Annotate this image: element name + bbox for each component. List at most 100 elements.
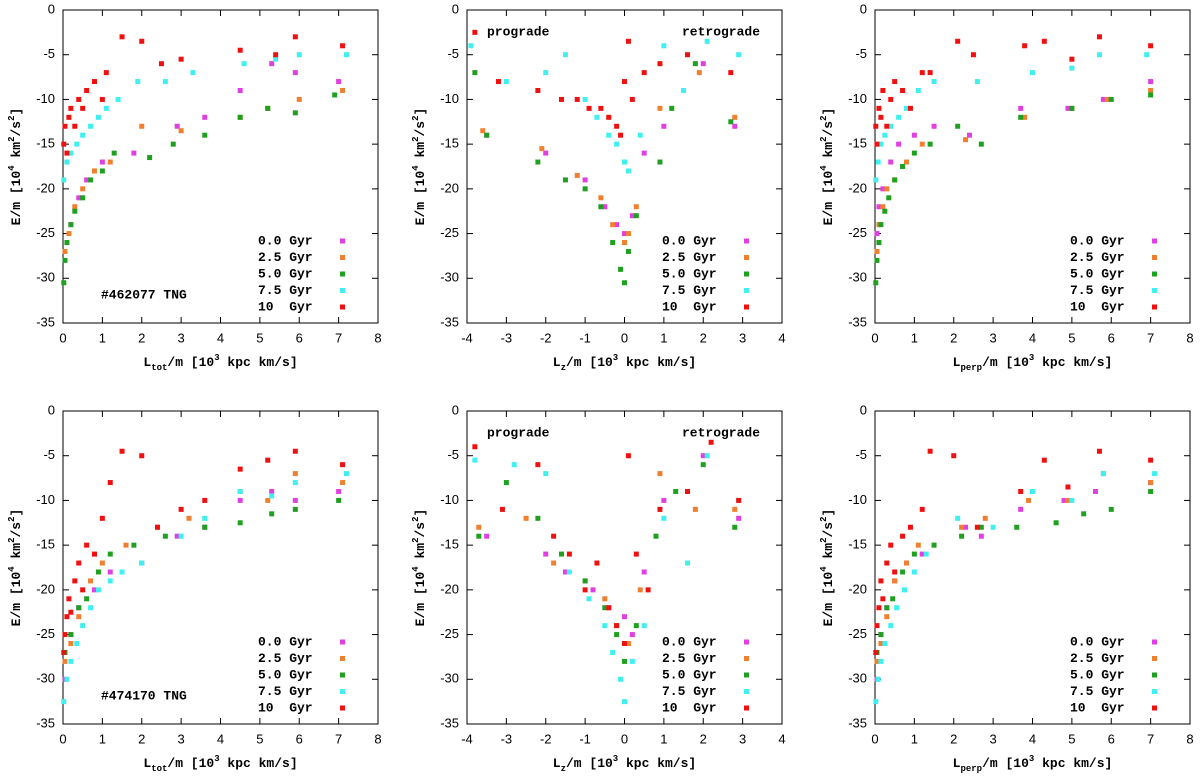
point <box>562 177 568 183</box>
point <box>107 551 113 557</box>
x-tick-label: 3 <box>178 330 185 345</box>
point <box>92 168 97 174</box>
point <box>62 658 68 664</box>
point <box>896 114 902 120</box>
x-tick-label: 0 <box>621 330 628 345</box>
axis-label: E/m [104 km2/s2] <box>7 509 24 627</box>
legend-label: 2.5 Gyr <box>258 651 313 666</box>
point <box>68 641 74 647</box>
point <box>873 280 879 286</box>
point <box>139 560 145 566</box>
x-tick-label: -4 <box>461 330 473 345</box>
axis-label-part: /m [10 <box>982 756 1029 771</box>
point <box>904 105 909 111</box>
point <box>625 168 631 174</box>
point <box>1096 52 1102 58</box>
point <box>273 56 279 62</box>
point <box>1104 96 1110 102</box>
legend-label: 2.5 Gyr <box>1070 250 1125 265</box>
y-tick-label: -5 <box>447 447 459 462</box>
legend-label: 0.0 Gyr <box>662 233 717 248</box>
point <box>1030 488 1035 494</box>
x-tick-label: 8 <box>374 330 381 345</box>
point <box>633 623 639 629</box>
axis-label-part: /m [10 <box>566 355 613 370</box>
point <box>472 29 478 35</box>
point <box>84 177 90 183</box>
point <box>202 132 208 138</box>
x-tick-label: 7 <box>1147 731 1154 746</box>
point <box>76 614 82 620</box>
axis-label-part: /s <box>821 121 836 137</box>
axis-label-part: kpc km/s] <box>220 756 298 771</box>
point <box>990 524 996 530</box>
axis-label-part: tot <box>151 363 167 373</box>
point <box>728 70 734 76</box>
point <box>582 578 588 584</box>
point <box>115 96 121 102</box>
legend-label: 5.0 Gyr <box>258 266 313 281</box>
legend-swatch <box>340 238 345 244</box>
point <box>582 96 588 102</box>
point <box>874 141 880 147</box>
point <box>967 132 972 138</box>
legend-swatch <box>340 672 345 678</box>
point <box>602 623 608 629</box>
point <box>598 105 604 111</box>
point <box>64 240 70 246</box>
point <box>622 240 627 246</box>
point <box>574 172 580 178</box>
point <box>951 453 957 459</box>
point <box>484 533 490 539</box>
legend-label: 2.5 Gyr <box>1070 651 1125 666</box>
point <box>559 551 564 557</box>
point <box>84 542 90 548</box>
point <box>111 150 117 156</box>
legend-label: 7.5 Gyr <box>258 283 313 298</box>
point <box>692 61 698 67</box>
axis-label-part: 2 <box>411 115 421 120</box>
point <box>633 204 639 210</box>
y-tick-label: -20 <box>36 180 55 195</box>
x-tick-label: 0 <box>59 731 66 746</box>
point <box>594 114 600 120</box>
axis-label: Lperp/m [103 kpc km/s] <box>953 754 1113 774</box>
point <box>602 596 608 602</box>
point <box>882 208 888 214</box>
point <box>884 186 890 192</box>
point <box>80 195 86 201</box>
point <box>685 488 690 494</box>
axis-label-part: 3 <box>214 353 219 363</box>
point <box>696 70 702 76</box>
point <box>704 38 710 44</box>
point <box>80 587 86 593</box>
point <box>622 280 627 286</box>
point <box>92 79 97 85</box>
point <box>974 79 980 85</box>
point <box>884 605 890 611</box>
point <box>237 466 243 472</box>
point <box>878 578 884 584</box>
point <box>602 605 608 611</box>
plot-frame <box>874 410 1191 725</box>
point <box>907 105 913 111</box>
point <box>99 168 105 174</box>
point <box>732 123 738 129</box>
point <box>873 177 879 183</box>
legend-label: 2.5 Gyr <box>258 250 313 265</box>
point <box>95 569 101 575</box>
point <box>907 524 913 530</box>
axis-label-part: 3 <box>1029 754 1034 764</box>
axis-label-part: 4 <box>411 566 421 572</box>
point <box>673 488 679 494</box>
point <box>931 79 937 85</box>
axis-label-part: kpc km/s] <box>618 355 696 370</box>
x-tick-label: 5 <box>256 731 263 746</box>
y-tick-label: -30 <box>36 270 55 285</box>
point <box>900 164 906 169</box>
y-tick-label: 0 <box>48 1 55 16</box>
point <box>880 204 886 210</box>
point <box>641 70 647 76</box>
axis-label-part: km <box>9 142 24 166</box>
point <box>562 569 568 575</box>
